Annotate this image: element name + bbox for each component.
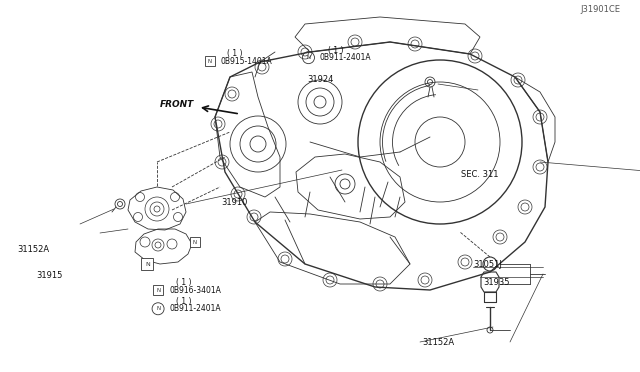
Text: 31152A: 31152A xyxy=(422,338,454,347)
Text: 31051J: 31051J xyxy=(474,260,502,269)
Text: 31935: 31935 xyxy=(483,278,509,287)
Text: N: N xyxy=(146,262,150,266)
Polygon shape xyxy=(190,237,200,247)
Text: J31901CE: J31901CE xyxy=(580,5,620,14)
Text: 31924: 31924 xyxy=(307,76,333,84)
Text: ( 1 ): ( 1 ) xyxy=(227,49,243,58)
Polygon shape xyxy=(205,57,215,66)
Text: 0B911-2401A: 0B911-2401A xyxy=(320,53,372,62)
Polygon shape xyxy=(141,258,153,270)
Polygon shape xyxy=(153,285,163,295)
Text: SEC. 311: SEC. 311 xyxy=(461,170,499,179)
Text: N: N xyxy=(156,306,160,311)
Text: 0B911-2401A: 0B911-2401A xyxy=(170,304,221,313)
Text: 31910: 31910 xyxy=(221,198,247,207)
Text: N: N xyxy=(156,288,160,293)
Text: 31915: 31915 xyxy=(36,271,63,280)
Text: 0B915-1401A: 0B915-1401A xyxy=(221,57,273,66)
Text: 0B916-3401A: 0B916-3401A xyxy=(170,286,221,295)
Text: N: N xyxy=(193,240,197,244)
Text: N: N xyxy=(208,59,212,64)
Text: 31152A: 31152A xyxy=(18,245,50,254)
Text: FRONT: FRONT xyxy=(160,100,195,109)
Text: N: N xyxy=(307,55,310,60)
Text: ( 1 ): ( 1 ) xyxy=(176,278,191,287)
Text: ( 1 ): ( 1 ) xyxy=(176,297,191,306)
Text: ( 1 ): ( 1 ) xyxy=(328,46,343,55)
